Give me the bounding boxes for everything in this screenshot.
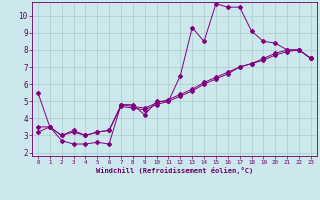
X-axis label: Windchill (Refroidissement éolien,°C): Windchill (Refroidissement éolien,°C) [96,167,253,174]
